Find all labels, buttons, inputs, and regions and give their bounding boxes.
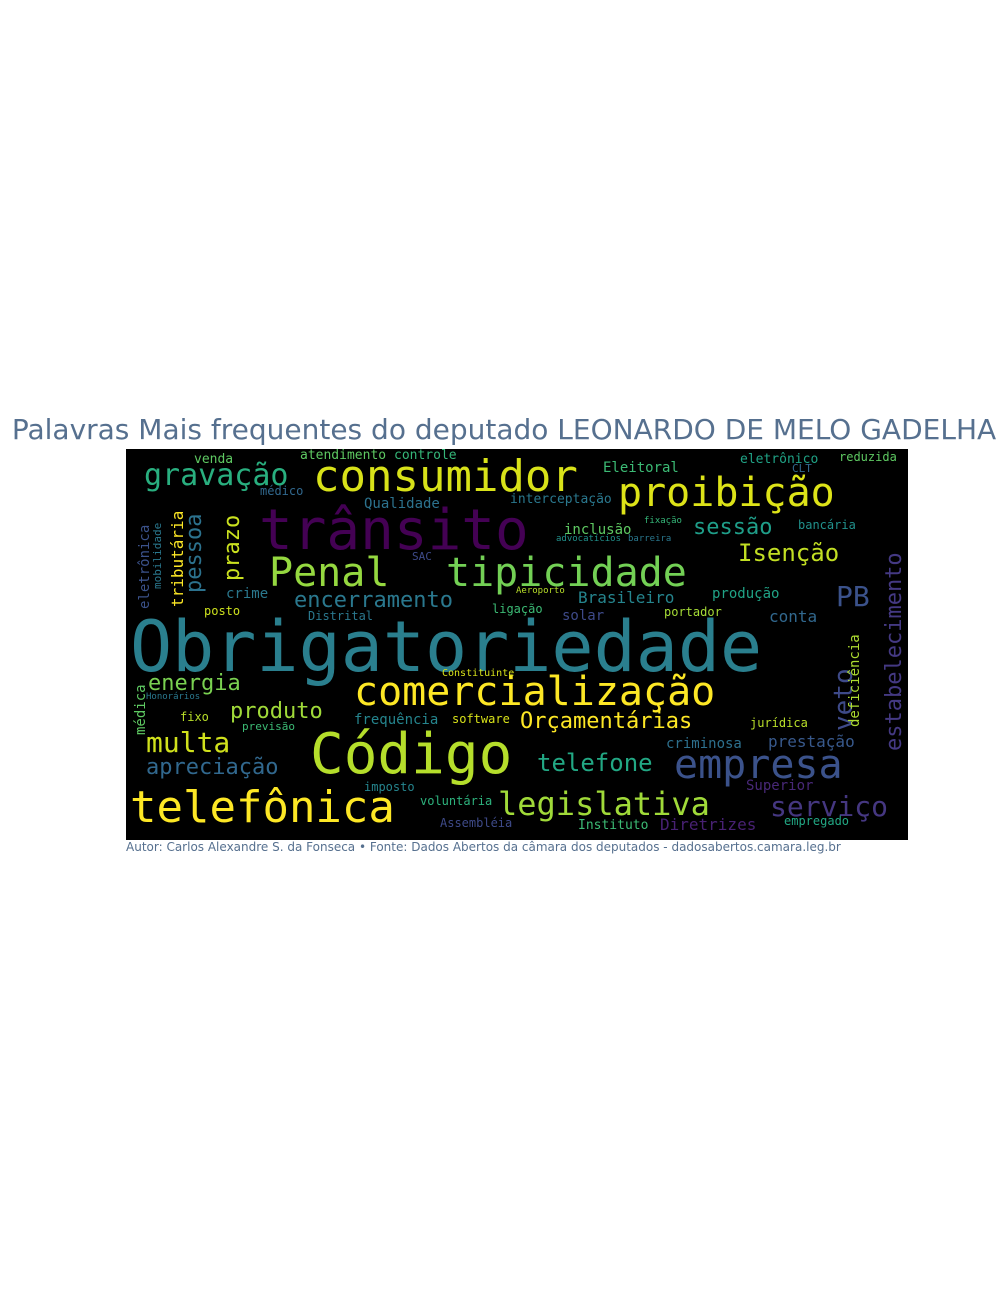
cloud-word: energia	[148, 671, 241, 696]
cloud-word: interceptação	[510, 492, 612, 507]
cloud-word: Instituto	[578, 818, 649, 833]
cloud-word: voluntária	[420, 794, 493, 808]
cloud-word: serviço	[770, 790, 889, 823]
cloud-word: sessão	[693, 515, 773, 540]
cloud-word: telefônica	[130, 782, 395, 833]
cloud-word: estabelecimento	[882, 552, 907, 751]
cloud-word: crime	[226, 586, 269, 602]
cloud-word: Assembléia	[440, 816, 513, 830]
cloud-word: Penal	[269, 550, 390, 596]
cloud-word: eletrônica	[137, 524, 153, 609]
cloud-word: fixação	[644, 516, 682, 526]
cloud-word: ligação	[492, 602, 543, 616]
cloud-word: pessoa	[182, 513, 207, 593]
cloud-word: empregado	[784, 814, 850, 828]
cloud-word: tributária	[168, 510, 187, 607]
cloud-word: Honorários	[146, 692, 201, 702]
cloud-word: advocatícios	[556, 534, 622, 544]
cloud-word: telefone	[537, 749, 653, 777]
cloud-word: reduzida	[839, 450, 897, 464]
cloud-word: médico	[260, 484, 304, 498]
cloud-word: tipicidade	[446, 550, 687, 596]
cloud-word: proibição	[618, 470, 835, 516]
cloud-word: prestação	[768, 732, 855, 751]
cloud-word: Qualidade	[364, 496, 440, 512]
cloud-word: conta	[769, 607, 818, 626]
cloud-word: bancária	[798, 518, 856, 532]
cloud-word: Obrigatoriedade	[130, 606, 763, 688]
cloud-word: empresa	[674, 742, 843, 788]
cloud-word: produto	[230, 699, 323, 724]
cloud-word: solar	[562, 608, 605, 624]
cloud-word: software	[452, 712, 510, 726]
cloud-word: Diretrizes	[660, 815, 757, 834]
cloud-word: atendimento	[300, 449, 387, 463]
cloud-word: encerramento	[294, 588, 453, 613]
cloud-word: posto	[204, 604, 241, 618]
cloud-word: fixo	[180, 710, 209, 724]
cloud-word: deficiência	[847, 634, 863, 727]
cloud-word: CLT	[792, 462, 812, 475]
cloud-word: eletrônico	[740, 452, 819, 467]
cloud-word: portador	[664, 605, 722, 619]
cloud-word: previsão	[242, 720, 295, 733]
cloud-word: Distrital	[308, 609, 374, 623]
cloud-word: trânsito	[259, 498, 529, 563]
cloud-word: Constituinte	[442, 668, 515, 679]
cloud-word: jurídica	[750, 716, 808, 730]
cloud-word: Código	[310, 722, 513, 787]
cloud-word: legislativa	[498, 785, 710, 823]
cloud-word: comercialização	[354, 669, 716, 715]
cloud-word: frequência	[354, 712, 439, 728]
cloud-word: Brasileiro	[578, 588, 675, 607]
cloud-word: PB	[836, 580, 870, 613]
cloud-word: consumidor	[313, 451, 578, 502]
cloud-word: multa	[146, 726, 231, 759]
cloud-word: apreciação	[146, 755, 279, 780]
cloud-word: controle	[394, 449, 457, 463]
page-title: Palavras Mais frequentes do deputado LEO…	[0, 410, 1008, 450]
page-title-text: Palavras Mais frequentes do deputado LEO…	[11, 413, 997, 446]
footer-credit: Autor: Carlos Alexandre S. da Fonseca • …	[126, 840, 841, 854]
cloud-word: prazo	[220, 514, 245, 581]
cloud-word: venda	[194, 452, 234, 467]
cloud-word: Superior	[746, 778, 814, 794]
cloud-word: Isenção	[738, 539, 840, 567]
cloud-word: Eleitoral	[603, 460, 679, 476]
cloud-word: produção	[712, 586, 780, 602]
cloud-word: Aeroporto	[516, 586, 565, 596]
cloud-word: gravação	[144, 458, 289, 493]
cloud-word: mobilidade	[151, 522, 164, 589]
cloud-word: Orçamentárias	[520, 709, 693, 734]
cloud-word: criminosa	[666, 736, 742, 752]
cloud-word: SAC	[412, 550, 432, 563]
cloud-word: inclusão	[564, 522, 632, 538]
word-cloud: Obrigatoriedade trânsito Código comercializ…	[126, 449, 908, 840]
cloud-word: barreira	[628, 534, 672, 544]
cloud-word: imposto	[364, 780, 415, 794]
